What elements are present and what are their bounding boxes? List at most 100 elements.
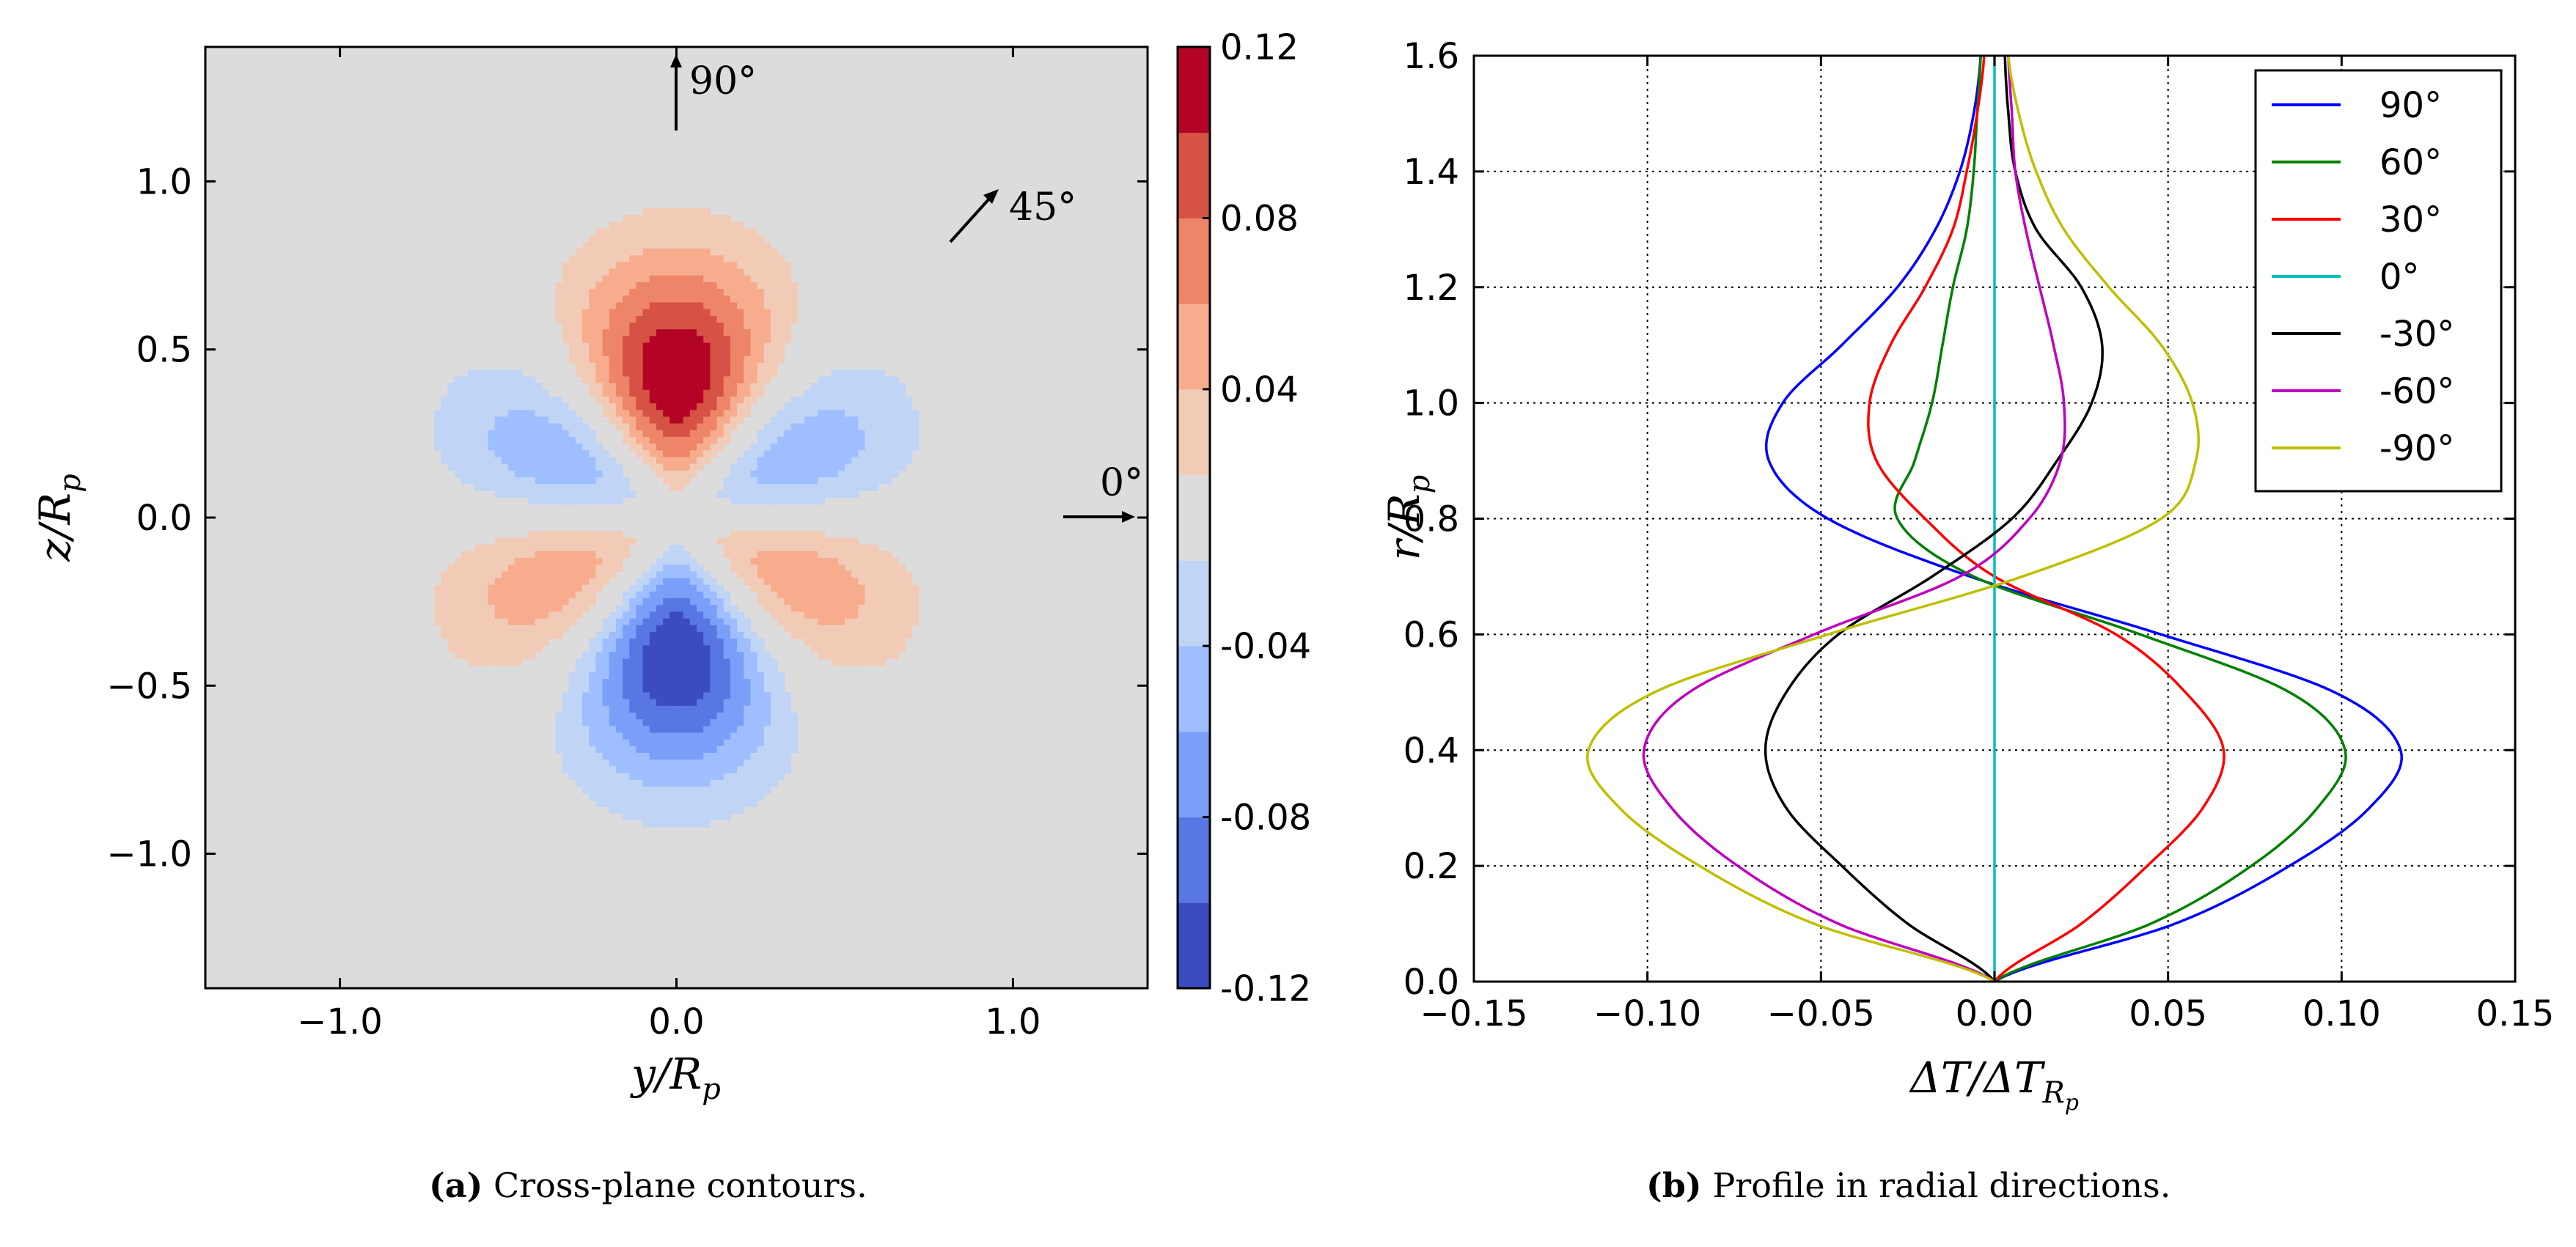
- contour-cell: [541, 490, 549, 499]
- contour-cell: [602, 739, 610, 747]
- contour-cell: [885, 584, 892, 592]
- contour-cell: [515, 584, 522, 592]
- contour-cell: [905, 605, 913, 612]
- contour-cell: [750, 571, 758, 579]
- contour-cell: [636, 658, 644, 666]
- contour-cell: [865, 444, 873, 451]
- contour-cell: [555, 605, 563, 612]
- contour-cell: [730, 631, 738, 639]
- contour-cell: [602, 249, 610, 256]
- contour-cell: [568, 611, 576, 619]
- contour-cell: [467, 625, 475, 633]
- contour-cell: [689, 241, 697, 249]
- contour-cell: [663, 746, 670, 754]
- contour-cell: [629, 282, 637, 290]
- contour-cell: [629, 618, 637, 626]
- contour-cell: [750, 383, 758, 391]
- contour-cell: [710, 598, 718, 606]
- contour-cell: [750, 786, 758, 794]
- contour-cell: [656, 450, 664, 458]
- contour-cell: [716, 363, 724, 370]
- contour-cell: [615, 477, 623, 485]
- contour-cell: [892, 598, 899, 606]
- contour-cell: [831, 490, 839, 499]
- contour-cell: [723, 289, 731, 296]
- contour-cell: [656, 773, 664, 781]
- contour-cell: [669, 470, 678, 478]
- contour-cell: [636, 221, 644, 229]
- contour-cell: [663, 564, 670, 572]
- contour-cell: [851, 598, 859, 606]
- contour-cell: [568, 490, 576, 499]
- contour-cell: [784, 598, 792, 606]
- contour-cell: [615, 423, 623, 431]
- contour-cell: [595, 551, 603, 559]
- contour-cell: [488, 444, 496, 451]
- contour-cell: [623, 490, 630, 499]
- contour-cell: [703, 645, 711, 653]
- contour-cell: [615, 302, 623, 310]
- contour-cell: [602, 705, 610, 713]
- contour-cell: [750, 450, 758, 458]
- contour-cell: [615, 323, 623, 330]
- contour-cell: [750, 639, 758, 646]
- contour-cell: [636, 450, 644, 458]
- contour-cell: [623, 800, 630, 807]
- contour-cell: [683, 551, 691, 559]
- contour-cell: [797, 558, 805, 565]
- contour-cell: [676, 262, 684, 270]
- contour-cell: [763, 766, 771, 774]
- contour-cell: [716, 295, 724, 304]
- contour-cell: [750, 692, 758, 700]
- contour-cell: [454, 645, 462, 653]
- contour-cell: [777, 578, 785, 586]
- contour-cell: [582, 531, 590, 539]
- contour-cell: [905, 611, 913, 619]
- contour-cell: [636, 578, 644, 586]
- contour-cell: [562, 531, 570, 539]
- contour-cell: [555, 571, 563, 579]
- contour-cell: [784, 490, 792, 499]
- contour-cell: [669, 551, 678, 559]
- contour-cell: [683, 658, 691, 666]
- contour-cell: [757, 773, 765, 781]
- contour-cell: [501, 410, 509, 418]
- contour-cell: [689, 591, 697, 599]
- contour-cell: [892, 396, 899, 404]
- contour-cell: [663, 329, 670, 336]
- contour-cell: [494, 423, 502, 431]
- contour-cell: [784, 705, 792, 713]
- contour-cell: [609, 685, 617, 694]
- contour-cell: [790, 315, 799, 323]
- arrow-90-label: 90°: [689, 59, 757, 103]
- contour-cell: [777, 309, 785, 317]
- contour-cell: [784, 282, 792, 290]
- contour-cell: [441, 450, 449, 458]
- contour-cell: [528, 490, 536, 499]
- contour-cell: [784, 289, 792, 296]
- contour-cell: [535, 430, 543, 438]
- contour-cell: [797, 551, 805, 559]
- contour-cell: [716, 746, 724, 754]
- contour-cell: [555, 282, 563, 290]
- contour-cell: [811, 410, 818, 418]
- contour-cell: [488, 591, 496, 599]
- contour-cell: [636, 235, 644, 243]
- contour-cell: [609, 746, 617, 754]
- contour-cell: [501, 537, 509, 545]
- series-line--30deg: [1764, 56, 2104, 982]
- contour-cell: [609, 564, 617, 572]
- contour-cell: [589, 484, 596, 491]
- contour-cell: [683, 672, 691, 680]
- contour-cell: [623, 396, 630, 404]
- contour-cell: [508, 490, 515, 499]
- contour-cell: [541, 444, 549, 451]
- contour-cell: [589, 793, 596, 801]
- contour-cell: [642, 766, 650, 774]
- contour-cell: [494, 571, 502, 579]
- contour-cell: [730, 275, 738, 283]
- contour-cell: [649, 665, 657, 673]
- contour-cell: [689, 249, 697, 256]
- contour-cell: [656, 793, 664, 801]
- contour-cell: [642, 376, 650, 384]
